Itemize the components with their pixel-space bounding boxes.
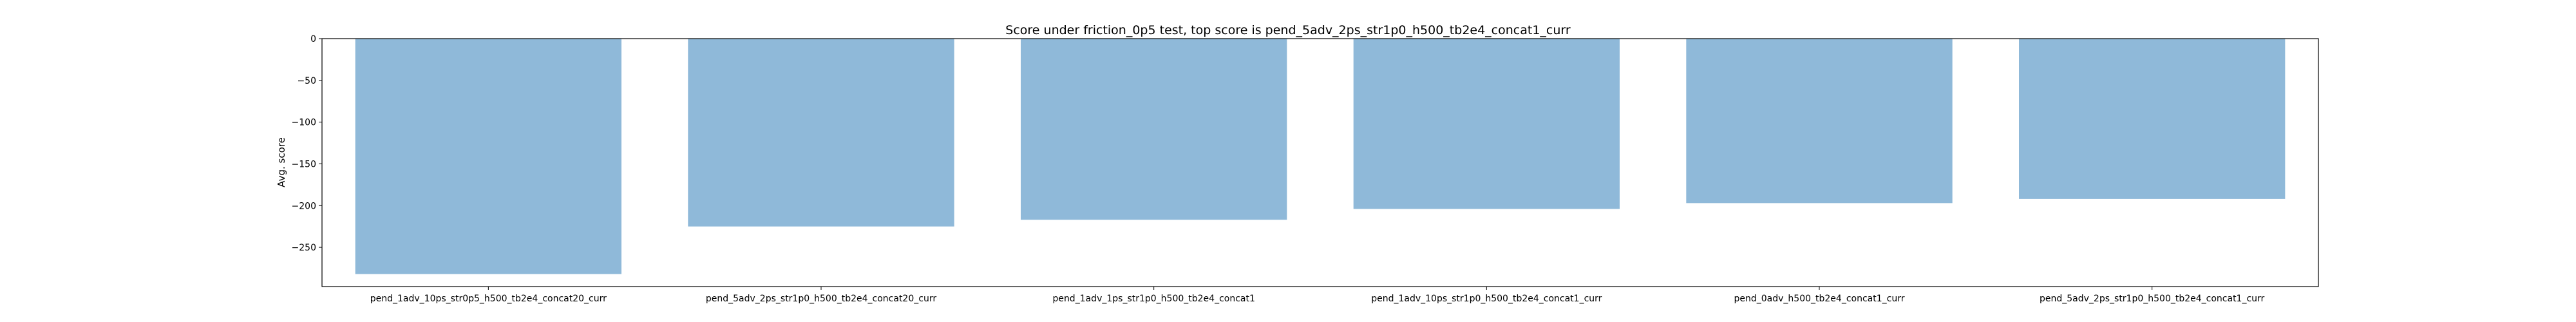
x-tick-label: pend_0adv_h500_tb2e4_concat1_curr xyxy=(1734,294,1905,304)
bar xyxy=(2019,39,2286,199)
x-tick-label: pend_1adv_10ps_str0p5_h500_tb2e4_concat2… xyxy=(370,294,607,304)
y-tick-label: 0 xyxy=(310,34,316,44)
x-tick-label: pend_5adv_2ps_str1p0_h500_tb2e4_concat1_… xyxy=(2040,294,2265,304)
chart-title: Score under friction_0p5 test, top score… xyxy=(1005,23,1571,37)
bar xyxy=(355,39,621,274)
x-tick-label: pend_5adv_2ps_str1p0_h500_tb2e4_concat20… xyxy=(706,294,936,304)
y-tick-label: −250 xyxy=(292,243,316,253)
bar xyxy=(1686,39,1953,204)
y-tick-label: −100 xyxy=(292,118,316,128)
bar xyxy=(1021,39,1287,220)
y-tick-label: −50 xyxy=(297,76,316,86)
y-axis: 0 −50 −100 −150 −200 −250 xyxy=(292,34,322,253)
bars-group xyxy=(355,39,2286,274)
bar xyxy=(1353,39,1620,209)
bar xyxy=(688,39,954,227)
plot-frame xyxy=(321,38,2319,287)
y-tick-label: −200 xyxy=(292,201,316,211)
x-axis: pend_1adv_10ps_str0p5_h500_tb2e4_concat2… xyxy=(370,287,2265,304)
y-tick-label: −150 xyxy=(292,159,316,169)
x-tick-label: pend_1adv_1ps_str1p0_h500_tb2e4_concat1 xyxy=(1052,294,1255,304)
x-tick-label: pend_1adv_10ps_str1p0_h500_tb2e4_concat1… xyxy=(1371,294,1602,304)
y-axis-label: Avg. score xyxy=(276,137,287,187)
